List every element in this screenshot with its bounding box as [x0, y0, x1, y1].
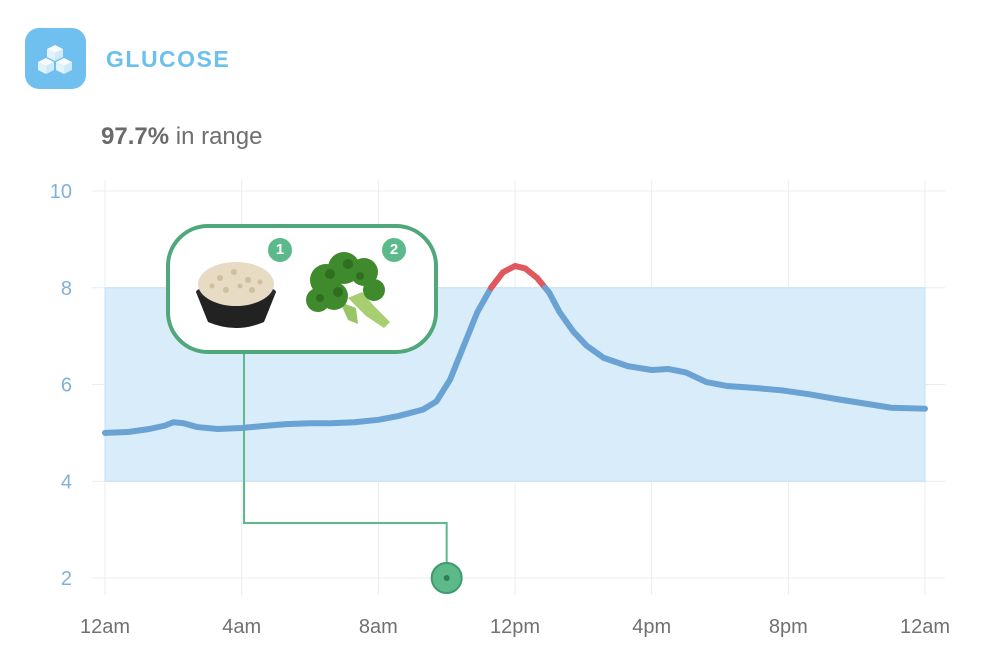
y-tick-label: 8 [61, 278, 72, 300]
meal-item-number-1: 1 [268, 238, 292, 262]
series-line-in-range [542, 284, 928, 412]
in-range-label: in range [175, 123, 263, 150]
in-range-summary: 97.7% in range [101, 123, 262, 151]
meal-marker-center [443, 575, 450, 581]
x-tick-label: 4am [222, 616, 261, 638]
sugar-cubes-icon [38, 45, 72, 74]
series-line-out-of-range [488, 262, 549, 291]
meal-item-number-2: 2 [382, 238, 406, 262]
broccoli-icon [306, 252, 390, 328]
x-tick-label: 4pm [632, 616, 671, 638]
meal-marker[interactable] [430, 562, 463, 594]
meal-connector-line [243, 354, 448, 563]
y-tick-label: 10 [50, 181, 72, 203]
y-tick-label: 2 [61, 568, 72, 590]
app-icon [25, 28, 86, 89]
page-title: GLUCOSE [106, 46, 231, 72]
meal-card[interactable]: 1 2 [166, 224, 438, 354]
x-tick-label: 8am [359, 616, 398, 638]
y-tick-label: 4 [61, 471, 72, 493]
x-tick-label: 12am [900, 616, 950, 638]
y-tick-label: 6 [61, 375, 72, 397]
x-axis: 12am 4am 8am 12pm 4pm 8pm 12am [80, 616, 950, 638]
rice-bowl-icon [196, 262, 276, 328]
y-axis: 10 8 6 4 2 [50, 181, 72, 590]
in-range-percent: 97.7% [101, 123, 170, 150]
glucose-series [102, 262, 928, 436]
x-tick-label: 8pm [769, 616, 808, 638]
series-line-in-range [102, 284, 495, 436]
x-tick-label: 12am [80, 616, 130, 638]
x-tick-label: 12pm [490, 616, 540, 638]
